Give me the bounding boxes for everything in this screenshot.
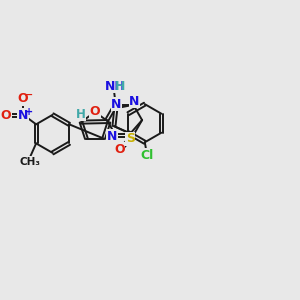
Text: S: S: [126, 132, 135, 145]
Text: N: N: [18, 109, 28, 122]
Text: O: O: [18, 92, 28, 105]
Text: CH₃: CH₃: [20, 157, 41, 167]
Text: CH₃: CH₃: [20, 157, 41, 167]
Text: −: −: [24, 89, 34, 99]
Text: NH: NH: [105, 80, 126, 92]
Text: H: H: [76, 108, 85, 121]
Text: O: O: [114, 143, 125, 156]
Text: Cl: Cl: [140, 149, 154, 162]
Text: N: N: [129, 95, 140, 108]
Text: N: N: [107, 130, 117, 143]
Text: O: O: [1, 109, 11, 122]
Text: +: +: [25, 107, 33, 117]
Text: N: N: [111, 98, 122, 111]
Text: H: H: [115, 80, 125, 92]
Text: O: O: [90, 106, 100, 118]
